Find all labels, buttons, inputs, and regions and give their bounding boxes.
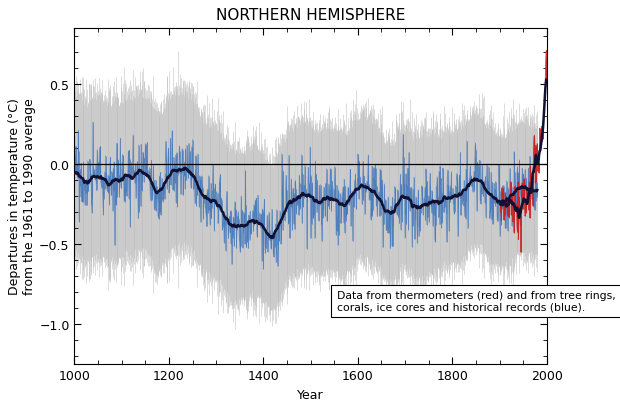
- Title: NORTHERN HEMISPHERE: NORTHERN HEMISPHERE: [216, 8, 405, 23]
- Text: Data from thermometers (red) and from tree rings,
corals, ice cores and historic: Data from thermometers (red) and from tr…: [337, 290, 615, 312]
- X-axis label: Year: Year: [298, 388, 324, 401]
- Y-axis label: Departures in temperature (°C)
from the 1961 to 1990 average: Departures in temperature (°C) from the …: [8, 98, 37, 294]
